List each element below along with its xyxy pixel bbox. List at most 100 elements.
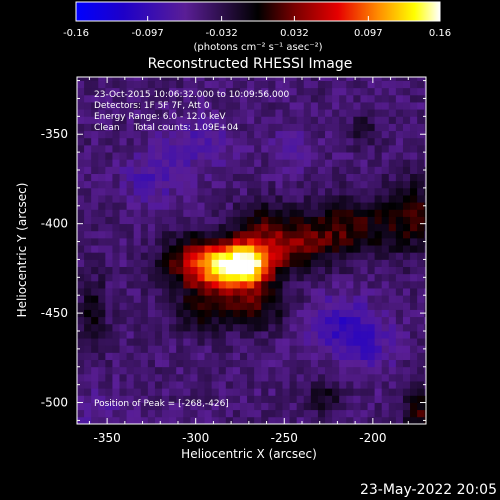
heatmap-cell bbox=[105, 323, 113, 332]
heatmap-cell bbox=[346, 323, 354, 332]
heatmap-cell bbox=[325, 381, 333, 389]
heatmap-cell bbox=[147, 416, 156, 425]
heatmap-cell bbox=[360, 123, 368, 132]
heatmap-cell bbox=[91, 152, 99, 160]
heatmap-cell bbox=[261, 338, 269, 346]
heatmap-cell bbox=[296, 288, 305, 296]
heatmap-cell bbox=[289, 352, 298, 360]
heatmap-cell bbox=[332, 402, 340, 411]
heatmap-cell bbox=[310, 202, 319, 210]
heatmap-cell bbox=[239, 187, 248, 196]
heatmap-cell bbox=[296, 180, 305, 189]
heatmap-cell bbox=[395, 195, 404, 203]
heatmap-cell bbox=[204, 373, 213, 382]
heatmap-cell bbox=[339, 252, 347, 260]
heatmap-cell bbox=[261, 316, 269, 325]
heatmap-cell bbox=[105, 80, 113, 89]
heatmap-cell bbox=[402, 173, 411, 182]
heatmap-cell bbox=[225, 230, 234, 239]
heatmap-cell bbox=[360, 338, 368, 346]
heatmap-cell bbox=[225, 352, 234, 360]
heatmap-cell bbox=[254, 123, 262, 132]
heatmap-cell bbox=[84, 345, 92, 353]
heatmap-cell bbox=[282, 80, 290, 89]
plot-frame bbox=[76, 76, 427, 425]
heatmap-cell bbox=[232, 330, 241, 339]
heatmap-cell bbox=[98, 352, 106, 360]
heatmap-cell bbox=[225, 152, 234, 160]
heatmap-cell bbox=[360, 216, 368, 225]
heatmap-cell bbox=[176, 80, 184, 89]
heatmap-cell bbox=[119, 288, 128, 296]
heatmap-cell bbox=[395, 123, 404, 132]
heatmap-cell bbox=[254, 302, 262, 310]
heatmap-cell bbox=[417, 409, 425, 418]
heatmap-cell bbox=[289, 388, 298, 396]
heatmap-cell bbox=[367, 388, 376, 396]
heatmap-cell bbox=[112, 280, 120, 289]
heatmap-cell bbox=[339, 180, 347, 189]
heatmap-cell bbox=[176, 381, 184, 389]
heatmap-cell bbox=[395, 109, 404, 117]
heatmap-cell bbox=[218, 323, 227, 332]
heatmap-cell bbox=[204, 237, 213, 246]
heatmap-cell bbox=[112, 402, 120, 411]
heatmap-cell bbox=[374, 245, 383, 253]
heatmap-cell bbox=[346, 152, 354, 160]
heatmap-cell bbox=[225, 416, 234, 425]
x-tick-label: -250 bbox=[271, 431, 298, 445]
heatmap-cell bbox=[133, 166, 142, 174]
heatmap-cell bbox=[211, 187, 220, 196]
heatmap-cell bbox=[303, 144, 312, 153]
heatmap-cell bbox=[296, 316, 305, 325]
heatmap-cell bbox=[84, 359, 92, 368]
heatmap-cell bbox=[112, 80, 120, 89]
heatmap-cell bbox=[112, 87, 120, 96]
heatmap-cell bbox=[232, 195, 241, 203]
heatmap-cell bbox=[424, 109, 427, 117]
heatmap-cell bbox=[154, 216, 163, 225]
heatmap-cell bbox=[154, 245, 163, 253]
heatmap-cell bbox=[232, 77, 241, 81]
heatmap-cell bbox=[395, 187, 404, 196]
heatmap-cell bbox=[225, 388, 234, 396]
heatmap-cell bbox=[154, 395, 163, 403]
heatmap-cell bbox=[197, 202, 205, 210]
heatmap-cell bbox=[91, 216, 99, 225]
heatmap-cell bbox=[169, 237, 177, 246]
heatmap-cell bbox=[98, 209, 106, 217]
heatmap-cell bbox=[239, 366, 248, 375]
heatmap-cell bbox=[317, 309, 326, 318]
heatmap-cell bbox=[289, 223, 298, 232]
heatmap-cell bbox=[126, 416, 135, 425]
heatmap-cell bbox=[381, 373, 390, 382]
heatmap-cell bbox=[289, 416, 298, 425]
heatmap-cell bbox=[296, 359, 305, 368]
heatmap-cell bbox=[204, 102, 213, 110]
heatmap-cell bbox=[275, 216, 283, 225]
heatmap-cell bbox=[105, 266, 113, 275]
heatmap-cell bbox=[190, 316, 198, 325]
heatmap-cell bbox=[325, 323, 333, 332]
heatmap-cell bbox=[381, 116, 390, 124]
heatmap-cell bbox=[98, 280, 106, 289]
heatmap-cell bbox=[417, 173, 425, 182]
heatmap-cell bbox=[119, 166, 128, 174]
heatmap-cell bbox=[296, 123, 305, 132]
heatmap-cell bbox=[254, 416, 262, 425]
heatmap-cell bbox=[77, 202, 85, 210]
heatmap-cell bbox=[410, 202, 418, 210]
heatmap-cell bbox=[247, 180, 255, 189]
heatmap-cell bbox=[268, 280, 276, 289]
heatmap-cell bbox=[91, 223, 99, 232]
heatmap-cell bbox=[218, 366, 227, 375]
heatmap-cell bbox=[91, 395, 99, 403]
heatmap-cell bbox=[126, 323, 135, 332]
heatmap-cell bbox=[77, 295, 85, 303]
heatmap-cell bbox=[424, 116, 427, 124]
heatmap-cell bbox=[183, 195, 191, 203]
heatmap-cell bbox=[183, 80, 191, 89]
heatmap-cell bbox=[282, 388, 290, 396]
heatmap-cell bbox=[395, 230, 404, 239]
heatmap-cell bbox=[190, 123, 198, 132]
